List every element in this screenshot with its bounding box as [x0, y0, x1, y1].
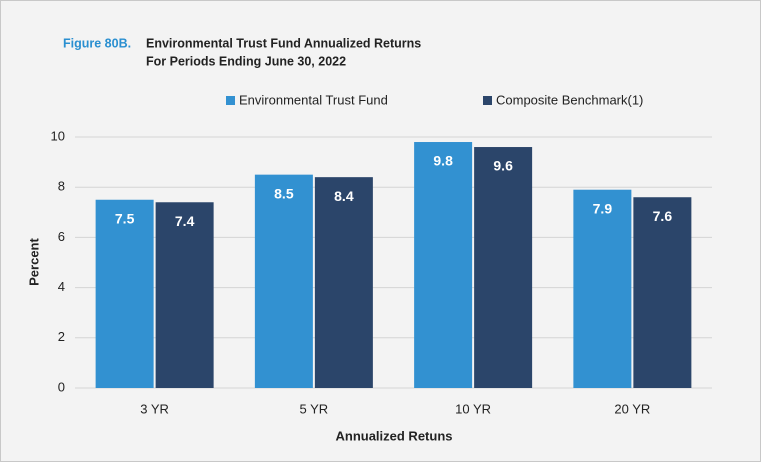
x-axis-label: Annualized Retuns [335, 428, 452, 443]
bar [314, 177, 373, 388]
data-label: 8.5 [274, 185, 294, 201]
x-tick-label: 3 YR [140, 401, 169, 416]
data-label: 7.5 [115, 210, 135, 226]
y-tick-label: 2 [58, 329, 65, 344]
figure-label: Figure 80B. [63, 36, 131, 50]
bar [414, 142, 473, 388]
data-label: 7.4 [175, 213, 195, 229]
chart-subtitle: For Periods Ending June 30, 2022 [146, 54, 346, 68]
x-tick-label: 20 YR [614, 401, 650, 416]
x-tick-label: 5 YR [300, 401, 329, 416]
legend-label: Environmental Trust Fund [239, 92, 388, 107]
bar [573, 189, 632, 388]
data-label: 9.8 [433, 153, 453, 169]
data-label: 9.6 [493, 158, 513, 174]
y-tick-label: 8 [58, 179, 65, 194]
bar [254, 174, 313, 388]
chart-title: Environmental Trust Fund Annualized Retu… [146, 36, 421, 50]
data-label: 7.9 [593, 200, 613, 216]
y-tick-label: 0 [58, 379, 65, 394]
x-tick-label: 10 YR [455, 401, 491, 416]
bar [474, 147, 533, 388]
bar [155, 202, 214, 388]
legend-swatch [226, 96, 235, 105]
y-tick-label: 10 [51, 128, 65, 143]
y-axis-label: Percent [26, 237, 41, 285]
data-label: 7.6 [653, 208, 673, 224]
bar [633, 197, 692, 388]
y-tick-label: 6 [58, 229, 65, 244]
bar [95, 199, 154, 388]
y-tick-label: 4 [58, 279, 65, 294]
legend-label: Composite Benchmark(1) [496, 92, 643, 107]
legend-swatch [483, 96, 492, 105]
data-label: 8.4 [334, 188, 354, 204]
